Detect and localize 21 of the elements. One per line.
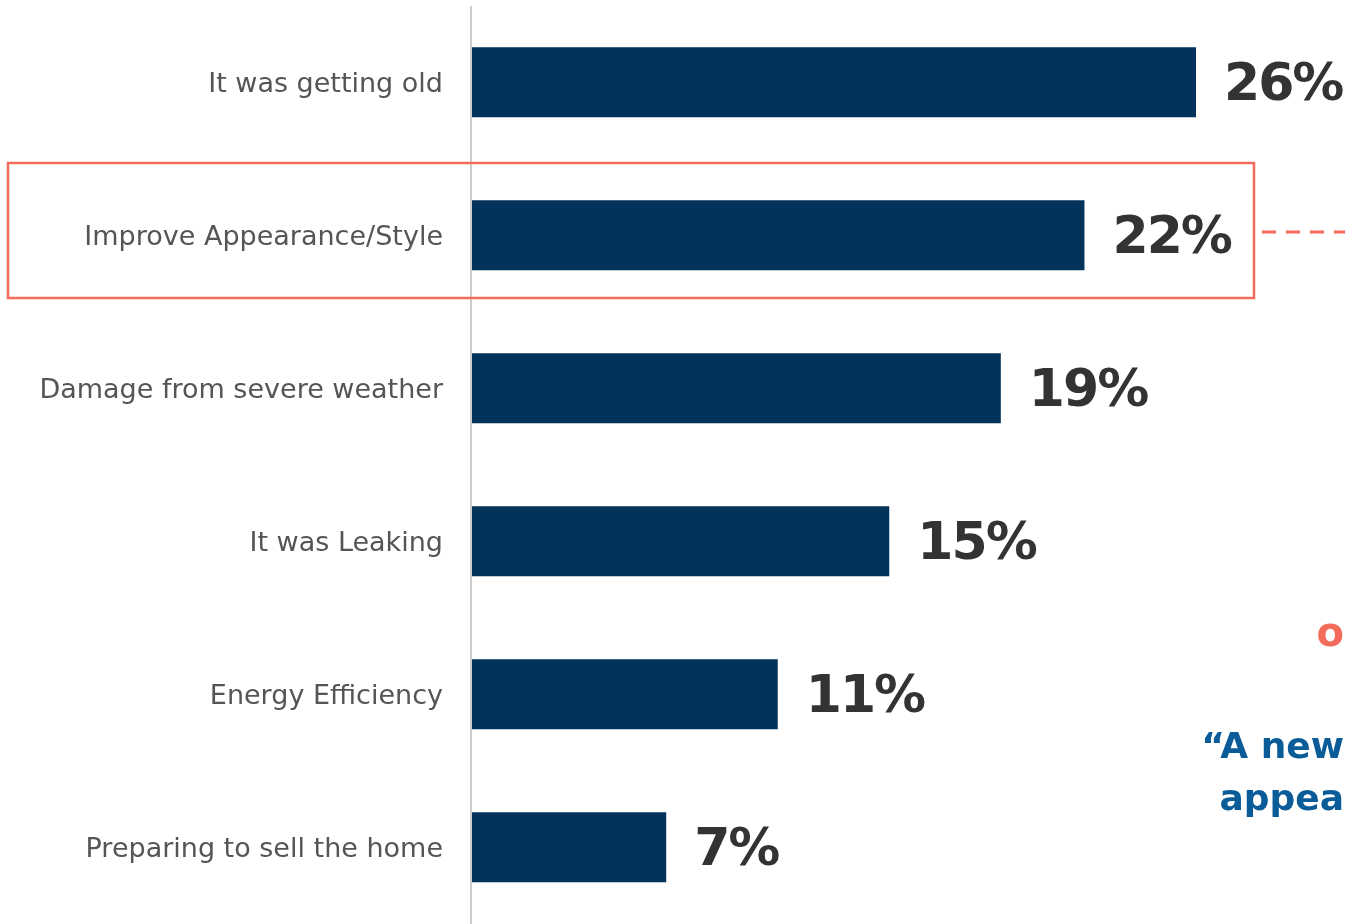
bar [471,353,1001,424]
text: appea [1219,776,1344,818]
data-label: 15% [917,511,1037,572]
bar [471,659,778,730]
text: o [1316,609,1344,655]
y-tick-label: It was Leaking [249,526,443,557]
y-tick-label: Improve Appearance/Style [84,220,443,251]
data-label: 19% [1028,358,1149,419]
bar [471,47,1196,118]
text: “A new [1201,724,1344,766]
data-label: 11% [805,664,926,725]
y-tick-label: Energy Efficiency [209,679,444,710]
y-tick-label: Preparing to sell the home [85,832,443,863]
bar [471,200,1085,271]
data-label: 26% [1224,52,1344,113]
bar [471,812,667,883]
y-tick-label: It was getting old [208,67,443,98]
bar [471,506,890,577]
data-label: 7% [694,817,780,878]
y-tick-label: Damage from severe weather [39,373,444,404]
data-label: 22% [1112,205,1232,266]
